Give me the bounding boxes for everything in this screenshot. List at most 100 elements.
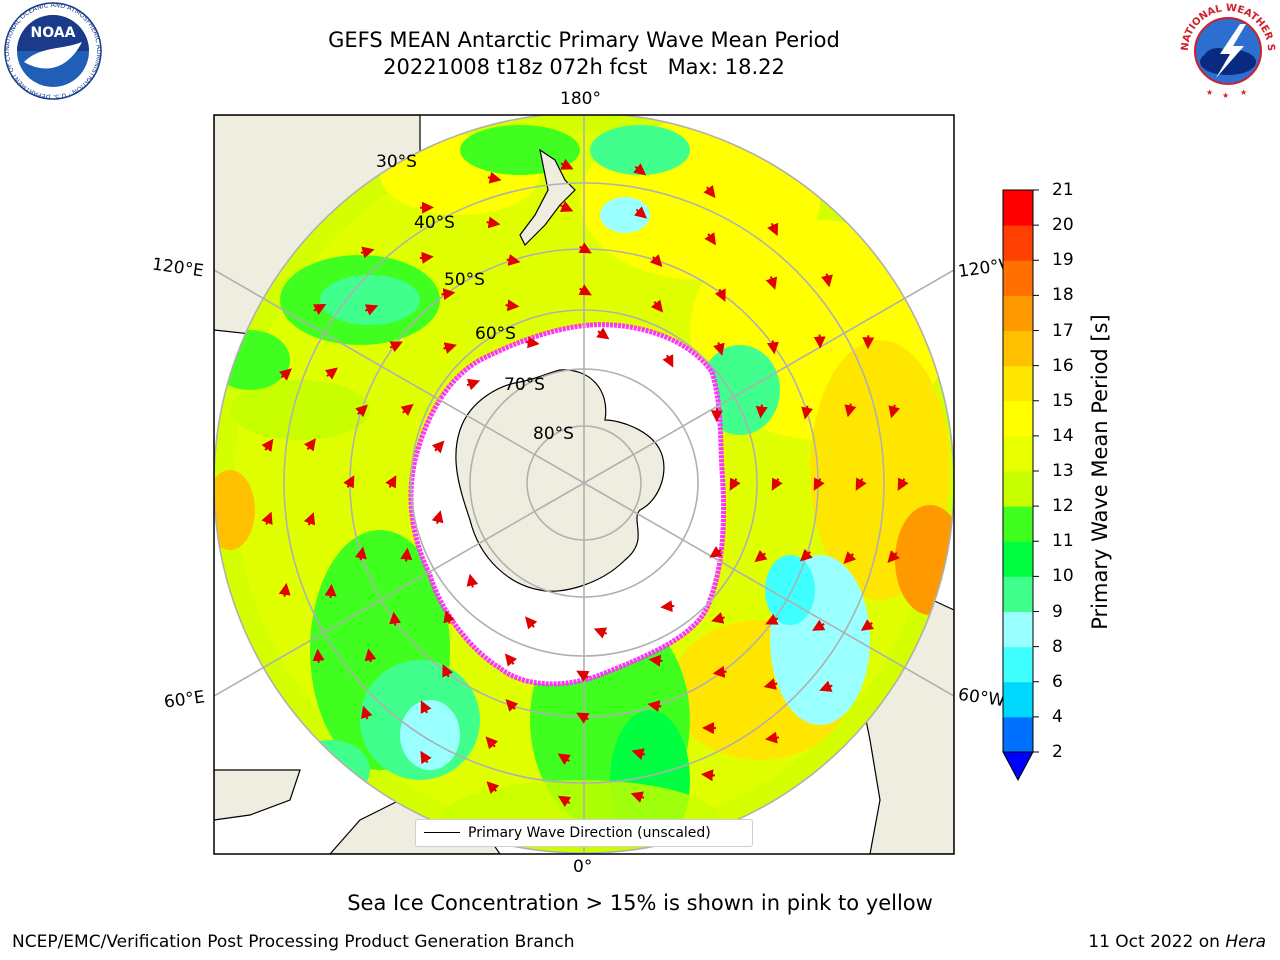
wave-direction-arrow [771, 477, 783, 491]
wave-direction-arrow [278, 582, 291, 597]
wave-direction-arrow [360, 246, 375, 259]
wave-direction-arrow [443, 342, 457, 354]
wave-direction-arrow [400, 403, 414, 417]
wave-direction-arrow [843, 551, 857, 564]
wave-direction-arrow [596, 327, 610, 340]
wave-direction-arrow [819, 680, 833, 692]
colorbar-segment [1003, 716, 1033, 753]
wave-direction-arrow [466, 573, 479, 588]
wave-direction-arrow [504, 653, 518, 667]
colorbar-label: Primary Wave Mean Period [s] [1088, 314, 1112, 630]
wave-direction-arrow [714, 288, 726, 302]
wave-direction-arrow [703, 184, 716, 199]
wave-direction-arrow [505, 699, 519, 712]
colorbar-segment [1003, 681, 1033, 718]
colorbar-tick-label: 4 [1052, 706, 1063, 727]
wave-direction-arrow [576, 712, 590, 724]
colorbar-segment [1003, 330, 1033, 367]
wave-direction-arrow [525, 336, 540, 349]
wave-direction-arrow [524, 616, 538, 630]
wave-direction-arrow [261, 438, 274, 452]
map-subtitle: 20221008 t18z 072h fcst Max: 18.22 [383, 55, 785, 79]
colorbar-tick-label: 20 [1052, 215, 1074, 236]
lat-label-30s: 30°S [376, 152, 417, 172]
wave-direction-arrow [767, 222, 779, 237]
colorbar [1002, 189, 1039, 782]
wave-direction-arrow [343, 475, 355, 489]
wave-direction-arrow [755, 404, 768, 419]
wave-direction-arrow [420, 700, 432, 714]
wave-direction-arrow [576, 670, 590, 682]
wave-direction-arrow [650, 299, 664, 313]
wave-direction-arrow [812, 619, 826, 631]
wave-direction-arrow [559, 200, 574, 212]
wave-direction-arrow [578, 242, 592, 254]
lat-label-70s: 70°S [504, 375, 545, 395]
wave-direction-arrow [385, 475, 397, 489]
colorbar-segment [1003, 295, 1033, 331]
lon-label-0: 0° [573, 857, 593, 877]
wave-direction-arrow [660, 600, 675, 613]
wave-direction-arrow [557, 795, 572, 808]
wave-direction-arrow [505, 299, 520, 312]
wave-direction-arrow [324, 583, 337, 599]
wave-direction-arrow [364, 648, 377, 663]
lat-label-50s: 50°S [444, 270, 485, 290]
wave-direction-arrow [709, 546, 723, 558]
wave-direction-arrow [312, 304, 327, 315]
wave-direction-arrow [860, 619, 875, 631]
colorbar-tick-label: 21 [1052, 180, 1074, 200]
wave-direction-arrow [711, 612, 725, 624]
wave-direction-arrow [647, 700, 662, 712]
wave-direction-arrow [712, 665, 727, 678]
colorbar-tick-label: 14 [1052, 425, 1074, 446]
lon-label-180: 180° [560, 89, 601, 109]
wave-direction-arrow [897, 477, 909, 491]
wave-direction-arrow [821, 273, 833, 288]
wave-direction-arrow [419, 251, 434, 264]
colorbar-tick-label: 17 [1052, 320, 1074, 341]
svg-text:★: ★ [1206, 88, 1213, 97]
wave-direction-arrow [389, 611, 402, 626]
wave-direction-arrow [763, 678, 778, 690]
colorbar-segment [1003, 576, 1033, 612]
new-zealand [519, 148, 576, 247]
wave-direction-arrow [633, 163, 647, 176]
wave-direction-arrow [355, 546, 367, 561]
legend-label: Primary Wave Direction (unscaled) [468, 825, 711, 841]
colorbar-tick-label: 13 [1052, 461, 1074, 481]
svg-text:NOAA: NOAA [31, 25, 76, 41]
wave-direction-arrow [303, 512, 316, 526]
colorbar-tick-label: 2 [1052, 742, 1063, 762]
nws-logo: NATIONAL WEATHER SERVICE ★★★ [1178, 2, 1276, 100]
colorbar-tick-label: 9 [1052, 601, 1063, 622]
wave-direction-arrow [506, 254, 521, 266]
wave-direction-arrow [560, 158, 574, 170]
wave-direction-arrow [486, 781, 500, 794]
colorbar-tick-label: 16 [1052, 355, 1074, 376]
colorbar-segment [1003, 471, 1033, 507]
wave-direction-arrow [303, 438, 316, 452]
footer-credit: NCEP/EMC/Verification Post Processing Pr… [12, 932, 575, 952]
wave-direction-arrow [813, 477, 825, 491]
wave-direction-arrow [729, 477, 741, 491]
wave-direction-arrow [887, 550, 900, 564]
colorbar-tick-label: 15 [1052, 390, 1074, 411]
map-legend: Primary Wave Direction (unscaled) [415, 819, 753, 847]
wave-direction-arrow [557, 753, 571, 766]
wave-direction-arrow [400, 547, 413, 562]
colorbar-segment [1003, 260, 1033, 296]
wave-direction-arrow [441, 288, 456, 301]
colorbar-segment [1003, 646, 1033, 683]
wave-direction-arrow [649, 254, 663, 267]
wave-direction-arrow [261, 511, 273, 525]
map-title: GEFS MEAN Antarctic Primary Wave Mean Pe… [328, 28, 840, 52]
wave-direction-arrow [800, 548, 813, 562]
colorbar-tick-label: 11 [1052, 531, 1074, 552]
colorbar-segment [1003, 541, 1033, 577]
colorbar-under-arrow [1002, 751, 1034, 782]
colorbar-segment [1003, 400, 1033, 437]
colorbar-tick-label: 8 [1052, 636, 1063, 657]
footer-date: 11 Oct 2022 on Hera [1088, 932, 1266, 952]
